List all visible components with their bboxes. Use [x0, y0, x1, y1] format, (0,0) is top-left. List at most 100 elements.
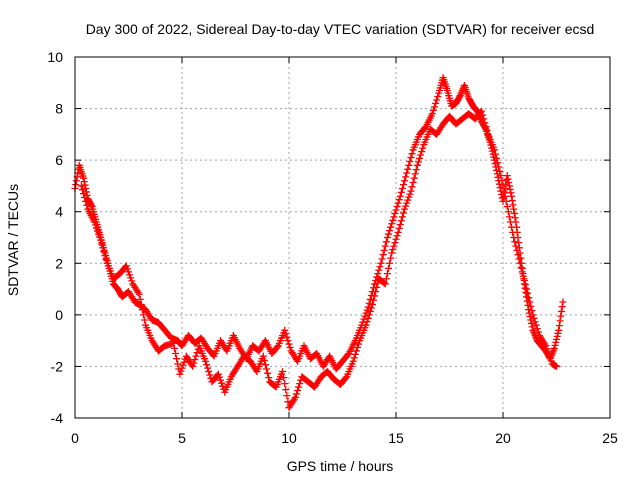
- data-point: [399, 181, 407, 189]
- data-point: [390, 242, 398, 250]
- data-point: [428, 110, 436, 118]
- data-point: [102, 255, 110, 263]
- data-point: [83, 201, 91, 209]
- series-track-a: [71, 74, 567, 373]
- data-point: [519, 272, 527, 280]
- data-point: [179, 361, 187, 369]
- data-point: [405, 193, 413, 201]
- data-point: [498, 177, 506, 185]
- data-point: [533, 325, 541, 333]
- data-point: [371, 292, 379, 300]
- data-point: [509, 201, 517, 209]
- data-point: [96, 233, 104, 241]
- x-axis-label: GPS time / hours: [287, 458, 394, 474]
- data-point: [527, 302, 535, 310]
- data-point: [190, 359, 198, 367]
- y-tick-label: 8: [55, 101, 63, 117]
- data-point: [503, 203, 511, 211]
- data-point: [296, 380, 304, 388]
- y-tick-label: -4: [51, 410, 64, 426]
- data-point: [351, 350, 359, 358]
- data-point: [126, 271, 134, 279]
- data-point: [411, 170, 419, 178]
- data-point: [397, 217, 405, 225]
- data-point: [431, 103, 439, 111]
- data-point: [478, 107, 486, 115]
- data-point: [291, 393, 299, 401]
- data-point: [81, 194, 89, 202]
- data-point: [518, 268, 526, 276]
- data-point: [177, 367, 185, 375]
- data-point: [214, 370, 222, 378]
- data-point: [396, 192, 404, 200]
- data-point: [404, 196, 412, 204]
- data-point: [528, 319, 536, 327]
- data-point: [546, 354, 554, 362]
- data-point: [394, 228, 402, 236]
- data-point: [534, 328, 542, 336]
- data-point: [259, 352, 267, 360]
- data-point: [505, 178, 513, 186]
- data-point: [363, 306, 371, 314]
- data-point: [381, 242, 389, 250]
- data-point: [409, 178, 417, 186]
- data-point: [122, 262, 130, 270]
- data-point: [402, 202, 410, 210]
- data-point: [355, 340, 363, 348]
- data-point: [171, 344, 179, 352]
- data-point: [273, 343, 281, 351]
- data-point: [389, 246, 397, 254]
- data-point: [206, 371, 214, 379]
- data-point: [559, 298, 567, 306]
- data-point: [509, 228, 517, 236]
- data-point: [379, 251, 387, 259]
- data-point: [404, 165, 412, 173]
- data-point: [281, 380, 289, 388]
- data-point: [191, 356, 199, 364]
- data-point: [192, 352, 200, 360]
- data-point: [387, 223, 395, 231]
- data-point: [524, 289, 532, 297]
- data-point: [135, 290, 143, 298]
- data-point: [521, 281, 529, 289]
- data-point: [387, 254, 395, 262]
- data-point: [544, 348, 552, 356]
- data-point: [506, 185, 514, 193]
- data-point: [139, 311, 147, 319]
- x-tick-label: 20: [495, 430, 511, 446]
- data-point: [493, 154, 501, 162]
- data-point: [205, 368, 213, 376]
- data-point: [292, 390, 300, 398]
- data-point: [553, 362, 560, 370]
- data-point: [395, 196, 403, 204]
- data-point: [90, 218, 98, 226]
- data-point: [490, 146, 498, 154]
- data-point: [363, 318, 371, 326]
- data-point: [91, 221, 99, 229]
- data-point: [174, 360, 182, 368]
- data-point: [504, 208, 512, 216]
- data-point: [406, 157, 414, 165]
- data-point: [378, 255, 386, 263]
- data-point: [381, 280, 389, 288]
- data-point: [280, 374, 288, 382]
- data-point: [279, 368, 287, 376]
- data-point: [137, 301, 145, 309]
- data-point: [283, 333, 291, 341]
- data-point: [391, 209, 399, 217]
- data-point: [523, 285, 531, 293]
- data-point: [483, 126, 491, 134]
- data-point: [529, 311, 537, 319]
- data-point: [350, 354, 358, 362]
- data-point: [513, 246, 521, 254]
- data-point: [383, 234, 391, 241]
- data-point: [80, 190, 88, 198]
- data-point: [260, 356, 268, 364]
- data-point: [398, 213, 406, 221]
- data-point: [365, 311, 373, 319]
- data-point: [503, 172, 511, 180]
- data-point: [512, 242, 520, 250]
- data-point: [382, 275, 390, 283]
- data-point: [550, 344, 558, 352]
- data-point: [366, 295, 374, 303]
